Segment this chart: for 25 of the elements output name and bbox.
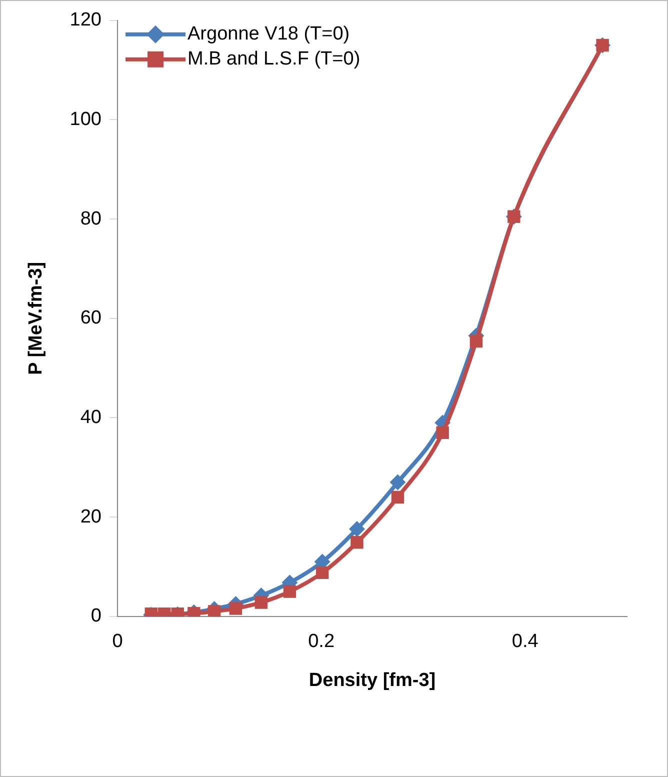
y-tick-label: 20 <box>80 506 102 528</box>
legend-label: Argonne V18 (T=0) <box>188 24 350 45</box>
point <box>436 426 449 439</box>
x-tick-label: 0.2 <box>308 631 335 652</box>
x-tick-label: 0.4 <box>512 631 539 652</box>
x-axis-title: Density [fm-3] <box>308 670 436 691</box>
y-tick-label: 60 <box>80 308 102 329</box>
y-tick-label: 0 <box>90 606 102 627</box>
y-axis-title: P [MeV.fm-3] <box>26 262 47 375</box>
point <box>350 536 364 549</box>
point <box>283 585 296 598</box>
point <box>254 596 268 609</box>
point <box>391 490 404 504</box>
point <box>229 602 242 615</box>
point <box>348 520 365 537</box>
y-tick-label: 100 <box>70 108 102 130</box>
y-tick-label: 120 <box>70 10 102 31</box>
y-tick-label: 40 <box>80 406 102 428</box>
point <box>470 334 483 348</box>
y-tick-label: 80 <box>80 208 102 230</box>
point <box>208 605 221 616</box>
legend-label: M.B and L.S.F (T=0) <box>188 48 360 70</box>
point <box>390 474 406 490</box>
x-tick-label: 0 <box>112 631 123 652</box>
point <box>316 566 329 580</box>
